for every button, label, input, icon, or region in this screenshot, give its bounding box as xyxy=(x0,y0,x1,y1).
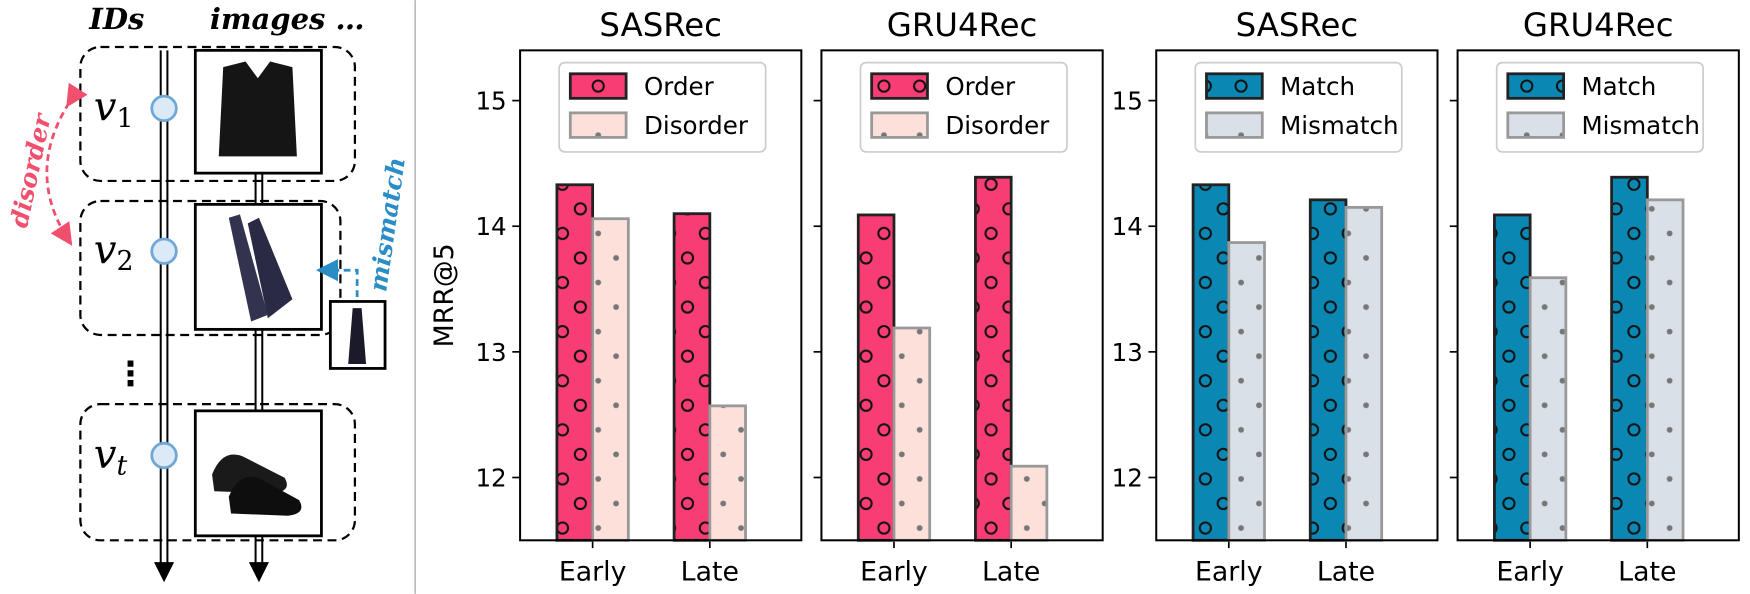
legend-label: Match xyxy=(1280,72,1355,101)
legend-label: Match xyxy=(1581,72,1656,101)
dress-icon xyxy=(348,308,367,364)
bar xyxy=(1227,241,1266,542)
y-axis-label: MRR@5 xyxy=(429,243,460,347)
legend-swatch xyxy=(1205,111,1264,139)
legend-frame xyxy=(1194,61,1403,153)
tie-icon xyxy=(228,214,268,322)
bar xyxy=(1308,198,1348,542)
x-tick-label: Late xyxy=(1317,556,1375,587)
bar xyxy=(1191,183,1231,542)
item-box xyxy=(79,403,357,542)
x-tick-label: Late xyxy=(982,556,1040,587)
y-tick-label: 15 xyxy=(1112,87,1143,116)
legend-frame xyxy=(859,61,1068,153)
x-tick-label: Late xyxy=(681,556,739,587)
header: IDs xyxy=(88,2,144,36)
legend-swatch xyxy=(1506,72,1566,100)
chart: SASRec MRR@5 12 13 14 15 Early Late Order Disorde… xyxy=(429,6,803,587)
legend-swatch xyxy=(1506,111,1566,139)
y-tick-label: 14 xyxy=(1112,212,1143,241)
bar xyxy=(1528,276,1568,542)
legend-frame xyxy=(1495,61,1704,153)
y-tick-label: 12 xyxy=(475,463,506,492)
disorder-arrow xyxy=(45,82,88,246)
node-label: v1 xyxy=(94,85,134,135)
plot-frame xyxy=(519,49,803,542)
annotation: mismatch xyxy=(363,156,411,294)
bar xyxy=(1344,205,1384,542)
legend-label: Mismatch xyxy=(1280,111,1398,140)
bar xyxy=(555,183,595,542)
legend-swatch xyxy=(568,111,628,139)
bar xyxy=(1493,213,1532,542)
x-tick-label: Early xyxy=(1496,556,1564,587)
chart: SASRec 12 13 14 15 Early Late Match Mismatch xyxy=(1112,6,1439,587)
bar xyxy=(591,217,630,542)
plot-frame xyxy=(820,49,1104,542)
chart: GRU4Rec Early Late Order Disorder xyxy=(813,6,1104,587)
y-tick-label: 14 xyxy=(475,212,506,241)
node-label: vt xyxy=(94,432,128,482)
y-tick-label: 13 xyxy=(475,338,506,367)
x-tick-label: Early xyxy=(860,556,928,587)
legend-swatch xyxy=(870,72,929,100)
jacket-icon xyxy=(218,61,297,157)
x-tick-label: Late xyxy=(1618,556,1676,587)
y-tick-label: 13 xyxy=(1112,338,1143,367)
y-tick-label: 15 xyxy=(475,87,506,116)
chart-title: GRU4Rec xyxy=(1523,6,1674,44)
legend-label: Mismatch xyxy=(1581,111,1699,140)
legend-label: Disorder xyxy=(644,111,749,140)
legend-label: Disorder xyxy=(945,111,1050,140)
bar xyxy=(708,404,747,542)
chart-title: SASRec xyxy=(1236,6,1359,44)
diagram: IDs images … v1 v2 vt ⋮ disorder misma xyxy=(4,0,417,594)
bar xyxy=(1645,198,1685,542)
item-box xyxy=(79,199,342,337)
shoe-icon xyxy=(228,476,302,516)
chart: GRU4Rec Early Late Match Mismatch xyxy=(1449,6,1740,587)
plot-frame xyxy=(1155,49,1439,542)
y-tick-label: 12 xyxy=(1112,463,1143,492)
x-tick-label: Early xyxy=(1195,556,1263,587)
node xyxy=(150,94,178,470)
node-label: v2 xyxy=(94,228,134,278)
legend-swatch xyxy=(1205,72,1264,100)
tie-icon xyxy=(247,217,293,319)
annotation: disorder xyxy=(4,109,57,230)
legend-swatch xyxy=(568,72,628,100)
plot-frame xyxy=(1456,49,1740,542)
bar xyxy=(1610,175,1649,542)
ellipsis: ⋮ xyxy=(114,354,147,393)
bar xyxy=(1009,464,1049,542)
chart-title: SASRec xyxy=(599,6,722,44)
bar xyxy=(892,326,932,542)
x-tick-label: Early xyxy=(559,556,627,587)
legend-label: Order xyxy=(945,72,1016,101)
legend-swatch xyxy=(870,111,929,139)
bar xyxy=(672,212,712,542)
bar xyxy=(974,175,1013,542)
legend-frame xyxy=(558,61,767,153)
chart-title: GRU4Rec xyxy=(887,6,1038,44)
header: images … xyxy=(210,2,365,36)
mismatch-arrow xyxy=(315,259,359,297)
bar xyxy=(856,213,896,542)
legend-label: Order xyxy=(644,72,715,101)
